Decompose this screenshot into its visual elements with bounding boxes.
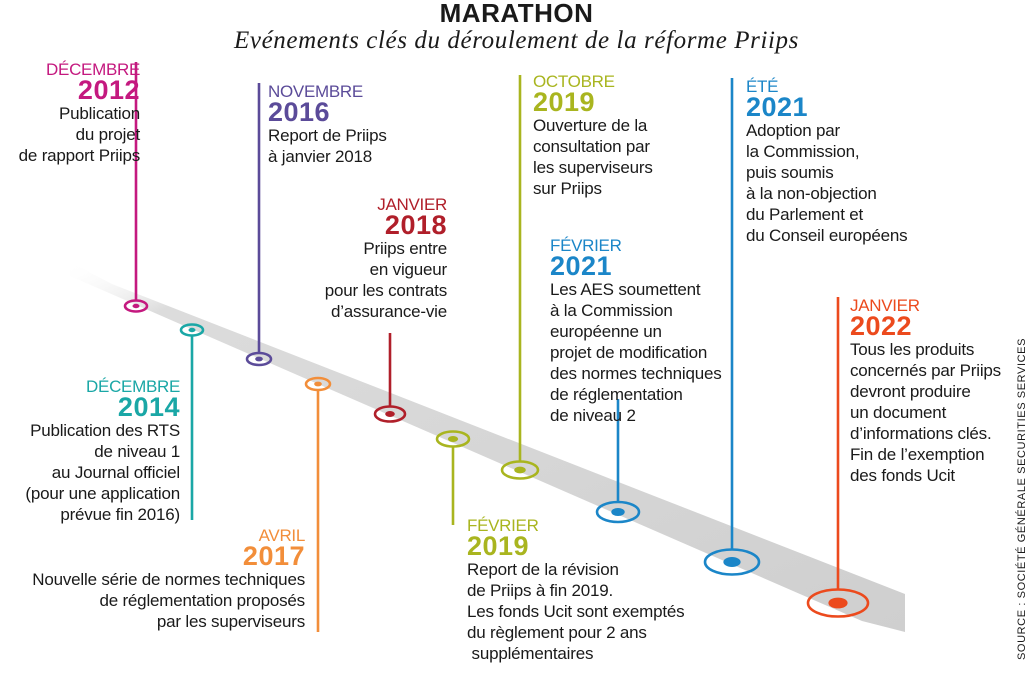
event-month: FÉVRIER (467, 516, 539, 535)
event-text: Publication du projet de rapport Priips (18, 104, 141, 165)
marker-dot (514, 466, 526, 474)
event-month: JANVIER (850, 296, 920, 315)
marker-fev2021 (595, 399, 641, 524)
marker-dot (385, 411, 395, 417)
marker-ring (373, 405, 407, 423)
marker-ring (703, 548, 761, 576)
event-nov2016: NOVEMBRE 2016 Report de Priips à janvier… (268, 83, 387, 167)
marker-oct2019 (500, 75, 540, 480)
event-fev2021: FÉVRIER 2021 Les AES soumettent à la Com… (550, 237, 722, 426)
event-month: AVRIL (258, 526, 306, 545)
event-month: FÉVRIER (550, 236, 622, 255)
event-text: Tous les produits concernés par Priips d… (850, 340, 1001, 485)
marker-dot (723, 557, 741, 567)
event-year: 2016 (268, 97, 331, 127)
event-dec2012: DÉCEMBRE 2012 Publication du projet de r… (18, 60, 141, 166)
marker-dot (132, 303, 140, 309)
event-text: Ouverture de la consultation par les sup… (533, 116, 653, 198)
event-text: Les AES soumettent à la Commission europ… (550, 280, 722, 425)
event-jan2022: JANVIER 2022 Tous les produits concernés… (850, 297, 1001, 486)
event-year: 2022 (850, 311, 913, 341)
event-year: 2019 (533, 87, 596, 117)
event-text: Priips entre en vigueur pour les contrat… (324, 239, 447, 321)
event-text: Adoption par la Commission, puis soumis … (746, 121, 908, 245)
marker-ring (304, 376, 332, 392)
marker-jan2018 (373, 333, 407, 423)
event-month: DÉCEMBRE (86, 377, 180, 396)
marker-dot (314, 381, 322, 387)
event-month: OCTOBRE (533, 72, 615, 91)
page-subtitle: Evénements clés du déroulement de la réf… (234, 27, 799, 54)
marker-avr2017 (304, 376, 332, 632)
event-year: 2018 (384, 210, 447, 240)
marker-nov2016 (245, 83, 273, 367)
event-dec2014: DÉCEMBRE 2014 Publication des RTS de niv… (25, 378, 180, 525)
event-month: ÉTÉ (746, 77, 779, 96)
event-text: Nouvelle série de normes techniques de r… (32, 570, 305, 631)
event-year: 2019 (467, 531, 530, 561)
event-oct2019: OCTOBRE 2019 Ouverture de la consultatio… (533, 73, 653, 199)
page-title: MARATHON (439, 0, 594, 28)
event-year: 2017 (242, 541, 305, 571)
marker-dot (828, 597, 848, 609)
marker-ring (123, 299, 149, 313)
event-month: DÉCEMBRE (46, 60, 140, 79)
event-text: Report de Priips à janvier 2018 (268, 126, 387, 166)
marker-dec2012 (123, 62, 149, 313)
marker-fev2019 (435, 430, 471, 525)
event-year: 2012 (77, 75, 140, 105)
marker-dot (611, 508, 625, 516)
marker-dec2014 (179, 323, 205, 520)
timeline-road (70, 262, 905, 632)
event-jan2018: JANVIER 2018 Priips entre en vigueur pou… (324, 195, 448, 322)
marker-ring (179, 323, 205, 337)
marker-dot (447, 436, 459, 442)
event-year: 2014 (117, 392, 180, 422)
event-fev2019: FÉVRIER 2019 Report de la révision de Pr… (467, 516, 685, 664)
marker-ring (500, 460, 540, 480)
marker-dot (255, 356, 263, 362)
event-text: Report de la révision de Priips à fin 20… (467, 560, 685, 663)
marker-dot (188, 327, 196, 333)
event-ete2021: ÉTÉ 2021 Adoption par la Commission, pui… (746, 77, 908, 246)
event-month: JANVIER (377, 195, 447, 214)
marker-ring (806, 588, 870, 618)
source-credit: SOURCE : SOCIÉTÉ GÉNÉRALE SECURITIES SER… (1016, 337, 1028, 660)
event-month: NOVEMBRE (268, 82, 363, 101)
marker-ete2021 (703, 78, 761, 576)
marker-ring (435, 430, 471, 448)
event-year: 2021 (550, 251, 613, 281)
event-text: Publication des RTS de niveau 1 au Journ… (25, 421, 180, 524)
event-year: 2021 (746, 92, 809, 122)
marker-ring (595, 500, 641, 524)
marker-jan2022 (806, 297, 870, 618)
marker-ring (245, 351, 273, 367)
event-avr2017: AVRIL 2017 Nouvelle série de normes tech… (32, 527, 305, 632)
